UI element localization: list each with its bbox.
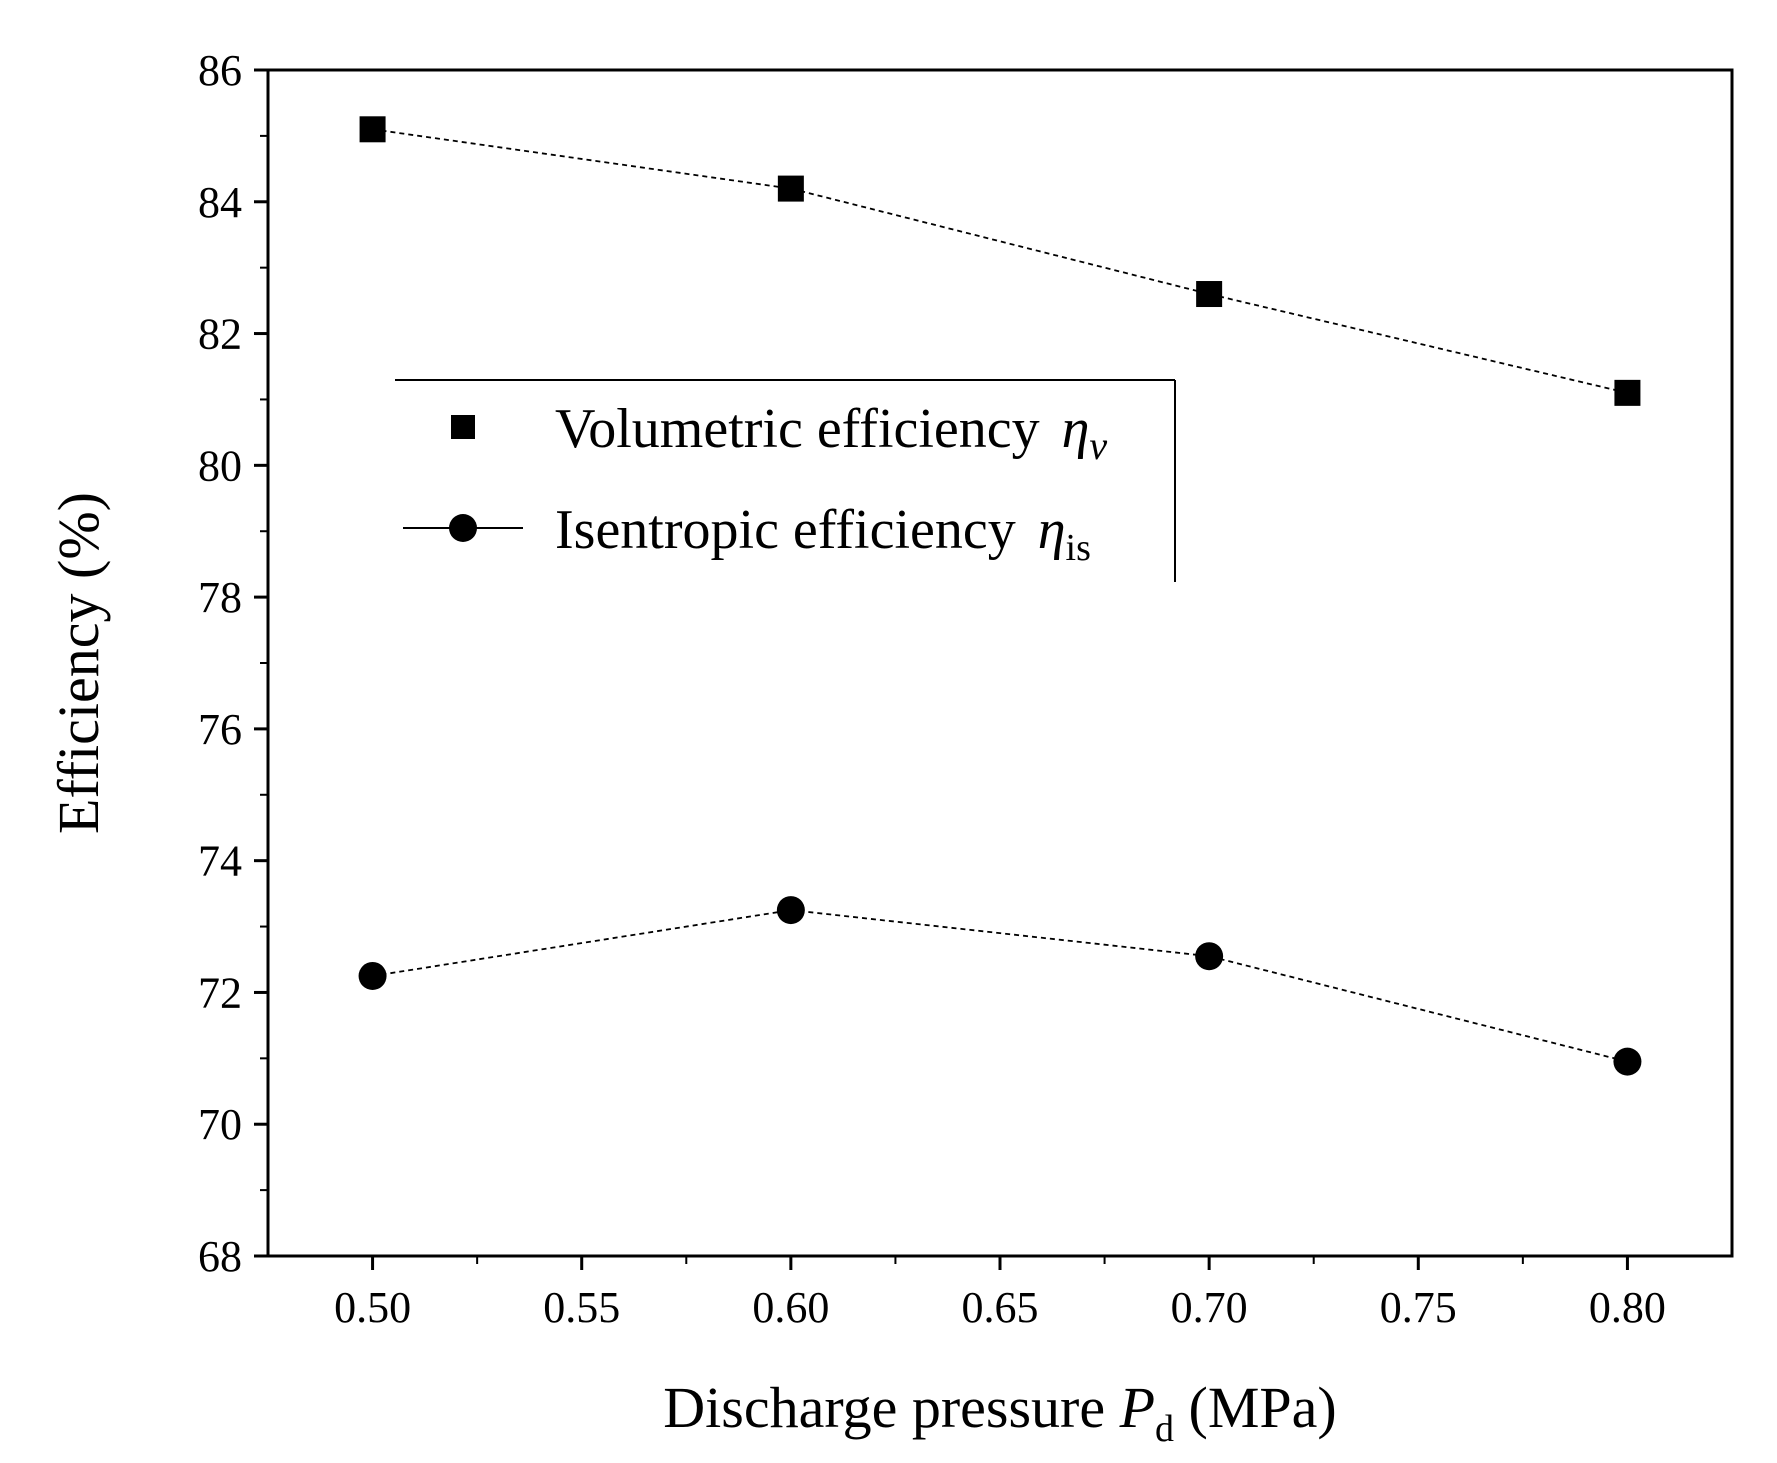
x-axis-label-subscript: d xyxy=(1155,1408,1174,1450)
data-point-isentropic xyxy=(776,896,805,925)
x-tick-label: 0.55 xyxy=(543,1283,620,1332)
axis-tick-labels: 68 70 72 74 76 78 80 82 84 86 0.50 0.55 0.60 0.65 0.70… xyxy=(198,46,1666,1332)
y-tick-label: 78 xyxy=(198,573,242,622)
series-line-isentropic xyxy=(372,909,1628,1063)
series-markers xyxy=(358,116,1642,1076)
axis-ticks xyxy=(254,68,1629,1270)
y-tick-label: 84 xyxy=(198,178,242,227)
legend-label-isentropic: Isentropic efficiency ηis xyxy=(555,499,1091,569)
y-tick-label: 74 xyxy=(198,837,242,886)
legend-marker-volumetric xyxy=(451,415,475,439)
legend: Volumetric efficiency ηv Isentropic effic… xyxy=(395,379,1176,582)
data-point-isentropic xyxy=(358,961,387,990)
data-point-volumetric xyxy=(1196,281,1223,308)
legend-label-volumetric: Volumetric efficiency ηv xyxy=(555,398,1107,468)
y-tick-label: 70 xyxy=(198,1100,242,1149)
y-tick-label: 82 xyxy=(198,310,242,359)
legend-marker-isentropic xyxy=(449,514,477,542)
x-axis-label-symbol: P xyxy=(1119,1375,1155,1440)
x-axis-label: Discharge pressure Pd (MPa) xyxy=(663,1375,1336,1450)
x-axis-label-main: Discharge pressure xyxy=(663,1375,1119,1440)
x-axis-label-unit: (MPa) xyxy=(1174,1375,1337,1440)
y-tick-label: 72 xyxy=(198,968,242,1017)
x-tick-label: 0.70 xyxy=(1171,1283,1248,1332)
series-line-volumetric xyxy=(372,128,1628,394)
data-point-volumetric xyxy=(359,116,386,143)
x-tick-label: 0.65 xyxy=(962,1283,1039,1332)
series-lines xyxy=(372,128,1628,1063)
x-tick-label: 0.75 xyxy=(1380,1283,1457,1332)
x-tick-label: 0.80 xyxy=(1589,1283,1666,1332)
data-point-volumetric xyxy=(777,175,804,202)
y-tick-label: 80 xyxy=(198,441,242,490)
data-point-volumetric xyxy=(1614,379,1641,406)
y-tick-label: 68 xyxy=(198,1232,242,1281)
y-tick-label: 86 xyxy=(198,46,242,95)
x-tick-label: 0.60 xyxy=(752,1283,829,1332)
x-tick-label: 0.50 xyxy=(334,1283,411,1332)
data-point-isentropic xyxy=(1195,942,1224,971)
y-tick-label: 76 xyxy=(198,705,242,754)
y-axis-label: Efficiency (%) xyxy=(46,492,111,834)
data-point-isentropic xyxy=(1613,1047,1642,1076)
